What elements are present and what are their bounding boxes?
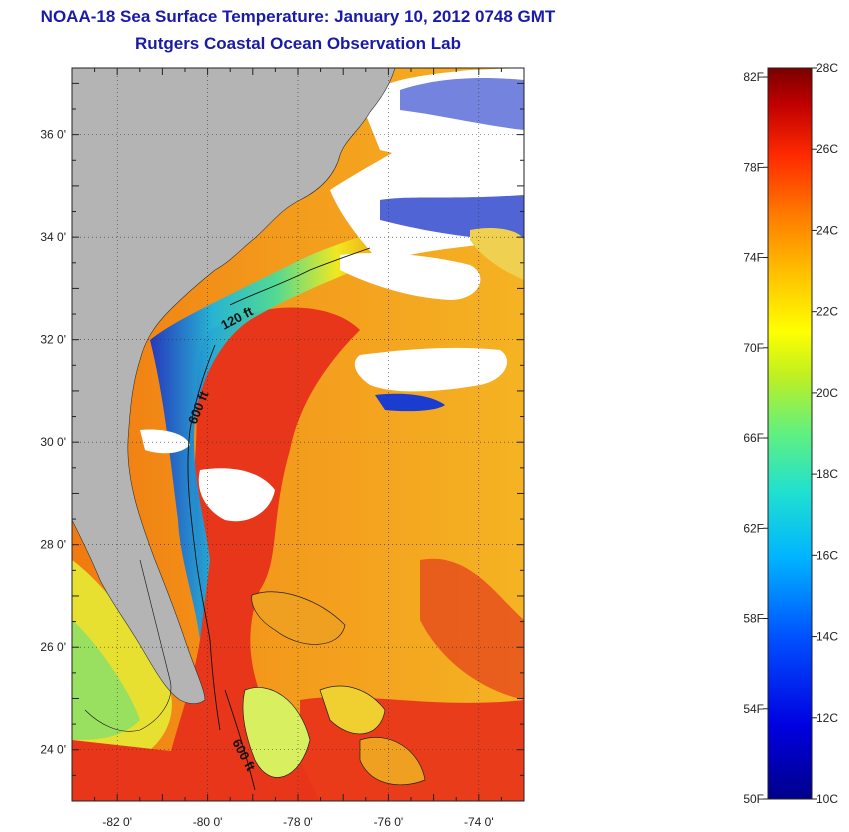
colorbar-c-label: 26C bbox=[816, 142, 838, 156]
colorbar-c-label: 28C bbox=[816, 61, 838, 75]
lat-label: 34 0' bbox=[40, 230, 66, 244]
colorbar-c-label: 16C bbox=[816, 548, 838, 562]
colorbar-f-label: 50F bbox=[743, 792, 764, 806]
map-title: NOAA-18 Sea Surface Temperature: January… bbox=[40, 7, 556, 26]
bahamas-bank-north bbox=[251, 591, 346, 645]
lat-label: 26 0' bbox=[40, 640, 66, 654]
colorbar-c-label: 12C bbox=[816, 711, 838, 725]
lon-label: -80 0' bbox=[193, 815, 223, 829]
lat-label: 30 0' bbox=[40, 435, 66, 449]
coastal-cool-strip bbox=[150, 230, 400, 640]
colorbar-f-label: 82F bbox=[743, 70, 764, 84]
lat-label: 28 0' bbox=[40, 538, 66, 552]
colorbar-c-label: 22C bbox=[816, 305, 838, 319]
map-ticks bbox=[71, 68, 525, 802]
colorbar-f-label: 78F bbox=[743, 160, 764, 174]
bahamas-bank-south bbox=[242, 687, 311, 778]
cloud-cover-central bbox=[340, 253, 481, 300]
colorbar-f-label: 62F bbox=[743, 521, 764, 535]
colorbar-f-label: 66F bbox=[743, 431, 764, 445]
lat-label: 36 0' bbox=[40, 128, 66, 142]
lon-label: -76 0' bbox=[374, 815, 404, 829]
colorbar-celsius-scale: 28C 26C 24C 22C 20C 18C 16C 14C 12C 10C bbox=[812, 61, 838, 806]
colorbar-c-label: 14C bbox=[816, 630, 838, 644]
colorbar-f-label: 54F bbox=[743, 702, 764, 716]
us-east-coast-land bbox=[72, 68, 396, 705]
colorbar-c-label: 10C bbox=[816, 792, 838, 806]
sst-map bbox=[72, 68, 524, 801]
colorbar-c-label: 24C bbox=[816, 223, 838, 237]
colorbar-f-label: 58F bbox=[743, 612, 764, 626]
lon-label: -82 0' bbox=[102, 815, 132, 829]
colorbar-c-label: 20C bbox=[816, 386, 838, 400]
latitude-labels: 36 0' 34 0' 32 0' 30 0' 28 0' 26 0' 24 0' bbox=[40, 128, 66, 757]
colorbar bbox=[767, 67, 813, 800]
gulf-stream-warm-band bbox=[160, 307, 360, 801]
colorbar-f-label: 70F bbox=[743, 341, 764, 355]
lat-lon-grid bbox=[72, 68, 524, 801]
isobath-600ft-line bbox=[187, 344, 221, 731]
longitude-labels: -82 0' -80 0' -78 0' -76 0' -74 0' bbox=[102, 815, 493, 829]
map-subtitle: Rutgers Coastal Ocean Observation Lab bbox=[135, 34, 461, 53]
colorbar-fahrenheit-scale: 82F 78F 74F 70F 66F 62F 58F 54F 50F bbox=[743, 70, 768, 806]
lat-label: 24 0' bbox=[40, 743, 66, 757]
lon-label: -74 0' bbox=[464, 815, 494, 829]
lon-label: -78 0' bbox=[283, 815, 313, 829]
lat-label: 32 0' bbox=[40, 333, 66, 347]
colorbar-f-label: 74F bbox=[743, 251, 764, 265]
colorbar-c-label: 18C bbox=[816, 467, 838, 481]
isobath-120ft-line bbox=[229, 247, 371, 306]
